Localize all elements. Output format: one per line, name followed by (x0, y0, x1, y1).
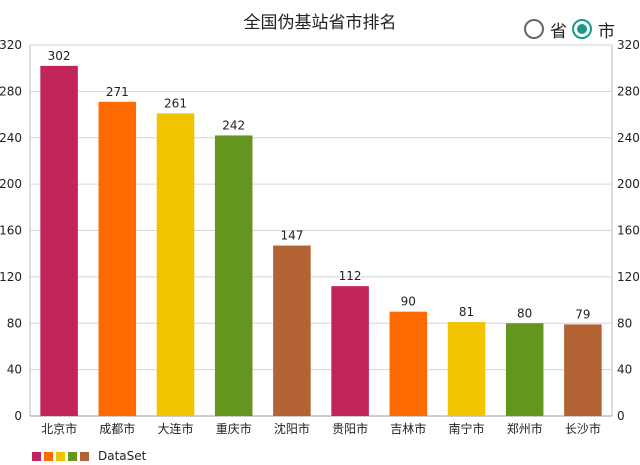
bar (156, 113, 195, 416)
bar (564, 324, 602, 416)
chart-title: 全国伪基站省市排名 (243, 13, 397, 33)
legend-swatch (80, 452, 89, 461)
data-label: 302 (48, 49, 71, 63)
province-toggle[interactable]: 省 (524, 15, 567, 43)
data-label: 242 (222, 118, 245, 132)
bar (447, 322, 486, 416)
y-tick-label-right: 80 (617, 316, 632, 330)
x-tick-label: 重庆市 (216, 421, 252, 436)
legend-swatch (32, 452, 41, 461)
y-tick-label-left: 120 (0, 270, 22, 284)
x-tick-label: 吉林市 (390, 421, 426, 436)
bar (214, 135, 253, 416)
city-radio-icon[interactable] (572, 19, 592, 39)
x-tick-label: 大连市 (157, 421, 193, 436)
data-label: 90 (401, 295, 416, 309)
x-tick-label: 贵阳市 (332, 421, 368, 436)
data-label: 81 (459, 305, 474, 319)
city-toggle[interactable]: 市 (572, 15, 615, 43)
data-label: 271 (106, 85, 129, 99)
x-tick-label: 成都市 (99, 421, 135, 436)
bar (331, 286, 369, 416)
y-tick-label-left: 320 (0, 38, 22, 52)
data-label: 147 (280, 229, 303, 243)
y-tick-label-left: 200 (0, 177, 22, 191)
y-tick-label-left: 80 (7, 316, 22, 330)
bar (389, 311, 428, 416)
data-label: 80 (517, 306, 532, 320)
province-radio-icon[interactable] (524, 19, 544, 39)
legend-swatch (44, 452, 53, 461)
y-tick-label-left: 40 (7, 363, 22, 377)
y-tick-label-right: 280 (617, 84, 640, 98)
y-tick-label-left: 160 (0, 224, 22, 238)
y-tick-label-right: 240 (617, 131, 640, 145)
x-tick-label: 北京市 (41, 421, 77, 436)
city-toggle-label: 市 (598, 21, 615, 42)
bar (505, 323, 544, 416)
province-toggle-label: 省 (550, 21, 567, 42)
legend-swatch (68, 452, 77, 461)
y-tick-label-right: 320 (617, 38, 640, 52)
x-tick-label: 长沙市 (565, 421, 601, 436)
legend-swatch (56, 452, 65, 461)
y-tick-label-left: 240 (0, 131, 22, 145)
bar (273, 245, 311, 416)
legend-series-name: DataSet (98, 448, 147, 463)
y-tick-label-right: 0 (617, 409, 625, 423)
bar (40, 65, 78, 417)
y-tick-label-right: 200 (617, 177, 640, 191)
y-tick-label-left: 0 (14, 409, 22, 423)
data-label: 112 (339, 269, 362, 283)
data-label: 79 (575, 307, 590, 321)
legend-swatches (32, 446, 92, 465)
y-tick-label-right: 40 (617, 363, 632, 377)
data-label: 261 (164, 96, 187, 110)
y-tick-label-left: 280 (0, 84, 22, 98)
y-tick-label-right: 120 (617, 270, 640, 284)
y-tick-label-right: 160 (617, 224, 640, 238)
x-tick-label: 沈阳市 (274, 421, 310, 436)
legend: DataSet (32, 446, 146, 465)
x-tick-label: 郑州市 (507, 421, 543, 436)
bar (98, 101, 137, 416)
x-tick-label: 南宁市 (448, 421, 484, 436)
